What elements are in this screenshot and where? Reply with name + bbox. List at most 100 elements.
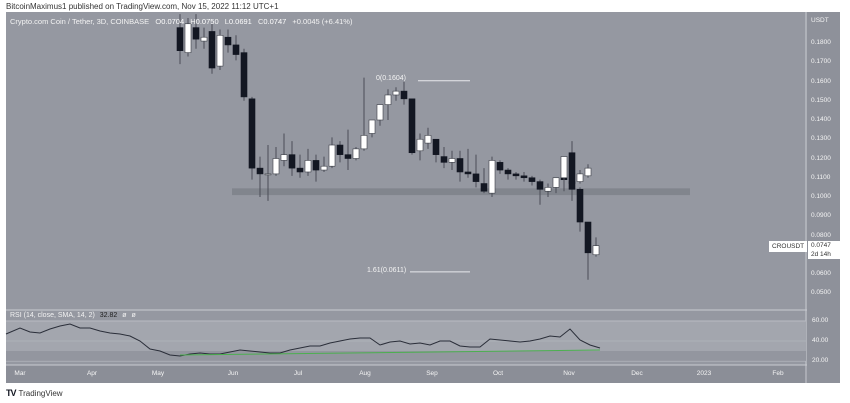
candle-body <box>272 158 280 175</box>
candle-body <box>424 135 432 144</box>
price-tick: 0.0900 <box>811 212 831 220</box>
candle-body <box>264 173 272 176</box>
time-tick: Jun <box>227 370 239 377</box>
candle-body <box>592 245 600 256</box>
candle-body <box>584 221 592 254</box>
candle-body <box>376 104 384 121</box>
candle-body <box>576 173 584 182</box>
time-tick: Mar <box>14 370 26 377</box>
candle-body <box>480 183 488 192</box>
candle-body <box>312 160 320 171</box>
candle-body <box>416 138 424 152</box>
fib-level-161-label: 1.61(0.0611) <box>367 267 407 274</box>
candle-body <box>192 27 200 40</box>
candle-body <box>232 44 240 55</box>
time-tick: Nov <box>563 370 575 377</box>
candle-body <box>528 177 536 182</box>
rsi-trendline <box>179 349 601 356</box>
candle-body <box>176 27 184 52</box>
support-zone <box>232 188 690 196</box>
price-axis-band <box>807 12 840 383</box>
price-tick: 0.1800 <box>811 39 831 46</box>
candle-body <box>280 154 288 161</box>
rsi-line <box>5 323 601 357</box>
price-tick: 0.1000 <box>811 193 831 200</box>
open-key: O <box>155 17 162 26</box>
candle-body <box>200 36 208 42</box>
rsi-oversold-zone <box>6 351 806 361</box>
candle-body <box>576 189 584 223</box>
candle-body <box>240 52 248 98</box>
low-value: 0.0691 <box>228 17 252 26</box>
candle-body <box>256 167 264 175</box>
rsi-title: RSI (14, close, SMA, 14, 2) <box>10 312 95 319</box>
candle-body <box>344 154 352 159</box>
time-axis-band <box>6 365 840 383</box>
close-value: 0.0747 <box>263 17 287 26</box>
open-value: 0.0704 <box>161 17 185 26</box>
price-axis-unit: USDT <box>811 17 829 24</box>
time-tick: 2023 <box>696 370 712 377</box>
time-tick: Dec <box>631 370 643 377</box>
last-price-tag: 0.0747 2d 14h <box>808 241 841 259</box>
candle-body <box>504 169 512 175</box>
candle-body <box>408 98 416 154</box>
rsi-tick-40: 40.00 <box>812 337 829 344</box>
rsi-legend: RSI (14, close, SMA, 14, 2) 32.82 ø ø <box>10 312 136 319</box>
high-key: H <box>190 17 196 26</box>
fib-level-0-label: 0(0.1604) <box>376 75 406 82</box>
price-tick: 0.1400 <box>811 116 831 123</box>
candle-body <box>384 94 392 105</box>
candle-body <box>432 138 440 155</box>
bar-countdown: 2d 14h <box>811 251 831 258</box>
high-value: 0.0750 <box>195 17 219 26</box>
candle-body <box>496 162 504 171</box>
last-price: 0.0747 <box>811 242 831 249</box>
candle-body <box>520 175 528 179</box>
candle-body <box>584 167 592 177</box>
time-tick: Aug <box>359 370 371 377</box>
tradingview-brand: TradingView <box>18 388 63 398</box>
candle-body <box>448 158 456 163</box>
candle-body <box>536 181 544 190</box>
rsi-tick-20: 20.00 <box>812 357 829 364</box>
candle-body <box>248 98 256 169</box>
candle-body <box>472 173 480 182</box>
time-tick: Apr <box>86 370 98 377</box>
price-tick: 0.0500 <box>811 289 831 297</box>
candle-body <box>288 154 296 169</box>
change-value: +0.0045 (+6.41%) <box>292 17 353 26</box>
time-tick: May <box>151 370 165 377</box>
time-tick: Jul <box>293 370 303 377</box>
close-key: C <box>257 17 264 26</box>
candle-body <box>392 90 400 96</box>
price-tick: 0.1600 <box>811 77 831 85</box>
candle-body <box>552 177 560 188</box>
candle-body <box>336 144 344 155</box>
time-tick: Oct <box>492 370 504 377</box>
candle-body <box>400 90 408 100</box>
footer-branding: TV TradingView <box>6 388 63 398</box>
candle-body <box>320 165 328 171</box>
low-key: L <box>224 17 229 26</box>
candle-body <box>304 160 312 173</box>
candle-body <box>296 167 304 173</box>
candle-body <box>464 171 472 175</box>
candle-body <box>208 31 216 69</box>
tradingview-logo-icon: TV <box>6 388 16 398</box>
time-tick: Sep <box>426 370 438 377</box>
candle-body <box>368 119 376 134</box>
price-tick: 0.1500 <box>811 96 831 104</box>
symbol-price-tag: CROUSDT <box>769 241 808 252</box>
published-caption: BitcoinMaximus1 published on TradingView… <box>6 2 279 11</box>
candle-body <box>360 135 368 150</box>
candle-body <box>512 173 520 177</box>
price-tick: 0.1100 <box>811 173 831 181</box>
price-tick: 0.1300 <box>811 135 831 143</box>
rsi-tick-60: 60.00 <box>812 317 829 324</box>
price-tick: 0.0600 <box>811 270 831 277</box>
symbol-legend: Crypto.com Coin / Tether, 3D, COINBASE O… <box>10 17 352 26</box>
candle-body <box>224 36 232 46</box>
candle-body <box>544 187 552 192</box>
